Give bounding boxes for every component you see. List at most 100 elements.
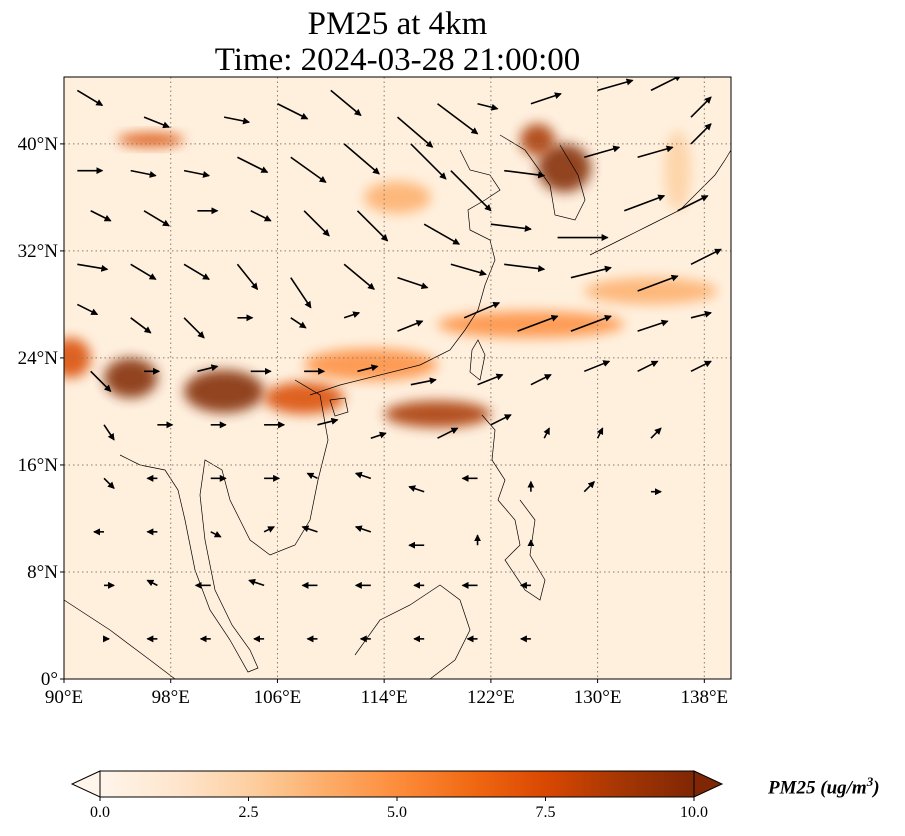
lat-tick-label: 8°N — [27, 562, 58, 583]
wind-arrow — [143, 210, 170, 227]
wind-arrow — [77, 263, 109, 272]
colorbar-tick-label: 2.5 — [239, 804, 259, 821]
wind-arrow — [143, 116, 170, 129]
lat-tick-label: 16°N — [18, 455, 59, 476]
wind-arrow — [597, 78, 634, 92]
wind-arrow — [530, 373, 552, 386]
wind-arrow — [223, 116, 251, 125]
pm25-plume-7 — [520, 123, 555, 156]
axis-ticks: 90°E 98°E 106°E 114°E 122°E 130°E 138°E 0° 8°N 16… — [18, 134, 729, 708]
wind-arrow — [290, 277, 312, 309]
colorbar-tick-label: 10.0 — [680, 804, 708, 821]
wind-arrow — [690, 96, 712, 118]
pm25-plume-6 — [537, 143, 591, 193]
wind-arrow — [317, 417, 339, 426]
wind-arrow — [450, 263, 487, 277]
wind-arrow — [306, 472, 318, 480]
colorbar-bar — [99, 770, 695, 798]
wind-arrow — [397, 320, 424, 332]
wind-arrow — [90, 210, 112, 222]
wind-arrow — [343, 143, 380, 175]
colorbar-tick-label: 5.0 — [387, 804, 407, 821]
wind-arrow — [354, 471, 372, 480]
pm25-plume-5 — [584, 277, 718, 305]
coastline-taiwan — [469, 339, 486, 381]
lat-tick-label: 24°N — [18, 348, 59, 369]
wind-arrow — [690, 248, 722, 266]
wind-arrow — [303, 210, 330, 237]
colorbar-label-close: ) — [873, 777, 880, 799]
wind-arrow — [423, 223, 461, 245]
wind-arrow — [301, 525, 318, 533]
lat-tick-label: 32°N — [18, 241, 59, 262]
wind-arrow — [596, 427, 604, 439]
wind-arrow — [650, 77, 682, 92]
wind-arrow — [408, 485, 425, 493]
coastline-sumatra — [64, 599, 176, 679]
wind-arrow — [357, 364, 379, 373]
colorbar-label: PM25 (ug/m3) — [768, 774, 880, 799]
graticule — [64, 77, 731, 679]
wind-arrow — [90, 370, 112, 393]
map-title: PM25 at 4km — [307, 6, 488, 42]
pm25-plume-0 — [184, 369, 265, 413]
wind-arrow — [370, 431, 387, 439]
colorbar-label-text: PM25 (ug/m — [768, 777, 867, 799]
coastline-korea — [499, 134, 586, 221]
wind-arrow — [183, 263, 210, 280]
wind-arrow — [183, 169, 211, 178]
colorbar-tick-label: 0.0 — [90, 804, 110, 821]
map-frame — [63, 76, 732, 680]
wind-arrow — [690, 123, 712, 145]
wind-arrow — [146, 579, 158, 587]
wind-arrow — [463, 301, 501, 319]
lon-tick-label: 138°E — [680, 687, 728, 708]
wind-arrow — [250, 210, 272, 222]
wind-arrow — [76, 303, 99, 316]
wind-vectors — [76, 77, 722, 643]
wind-arrow — [504, 263, 546, 273]
wind-arrow — [583, 481, 595, 493]
lon-tick-label: 98°E — [152, 687, 190, 708]
wind-arrow — [570, 265, 612, 279]
wind-arrow — [343, 311, 361, 319]
lon-tick-label: 106°E — [254, 687, 302, 708]
wind-arrow — [237, 156, 269, 173]
wind-arrow — [690, 310, 712, 319]
wind-arrow — [263, 526, 275, 533]
wind-arrow — [637, 145, 674, 159]
wind-arrow — [530, 92, 562, 105]
wind-arrow — [490, 414, 512, 426]
wind-arrow — [477, 102, 499, 111]
pm25-plume-9 — [364, 181, 431, 214]
pm25-plume-10 — [64, 337, 91, 378]
wind-arrow — [637, 274, 679, 292]
wind-arrow — [637, 360, 659, 373]
wind-arrow — [130, 263, 157, 280]
wind-arrow — [583, 360, 611, 373]
coastline-hainan — [329, 397, 349, 417]
wind-arrow — [396, 116, 434, 148]
wind-arrow — [623, 194, 666, 212]
wind-arrow — [290, 317, 307, 329]
coastline-borneo — [354, 584, 471, 679]
colorbar-under-arrow — [70, 770, 101, 798]
wind-arrow — [490, 223, 532, 232]
wind-arrow — [504, 169, 546, 179]
pm25-plume-1 — [104, 357, 158, 399]
pm25-field — [64, 123, 718, 428]
pm25-plume-8 — [117, 133, 185, 147]
wind-arrow — [437, 427, 459, 439]
wind-arrow — [437, 103, 479, 135]
wind-arrow — [397, 276, 429, 290]
wind-arrow — [330, 89, 362, 117]
wind-arrow — [677, 195, 709, 212]
wind-arrow — [103, 424, 115, 441]
pm25-plume-4 — [437, 311, 625, 338]
lat-tick-label: 0° — [41, 669, 58, 690]
wind-arrow — [290, 156, 327, 183]
map-time: Time: 2024-03-28 21:00:00 — [214, 42, 581, 78]
wind-arrow — [477, 373, 504, 386]
wind-arrow — [637, 319, 669, 332]
lon-tick-label: 114°E — [361, 687, 408, 708]
